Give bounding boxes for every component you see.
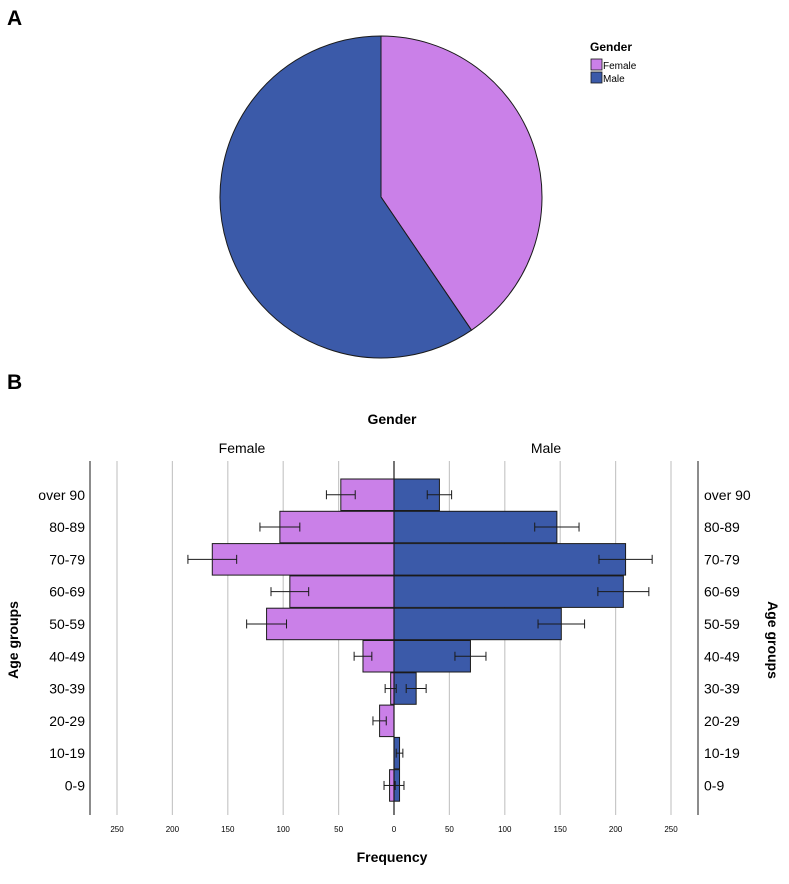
category-label-left: 20-29	[49, 713, 85, 729]
tick-label: 200	[166, 825, 180, 834]
category-label-left: 30-39	[49, 681, 85, 697]
category-label-left: 80-89	[49, 519, 85, 535]
panel-letter-a: A	[7, 7, 22, 30]
pie-slice-male	[219, 35, 473, 359]
category-label-right: 20-29	[704, 713, 740, 729]
bar-female	[266, 607, 395, 641]
bar-female	[211, 543, 395, 576]
legend-label-male: Male	[603, 74, 625, 85]
category-label-right: 80-89	[704, 519, 740, 535]
y-axis-title-right: Age groups	[765, 601, 781, 679]
category-label-right: over 90	[704, 487, 751, 503]
category-label-left: 70-79	[49, 551, 85, 567]
category-label-right: 50-59	[704, 616, 740, 632]
category-label-left: 10-19	[49, 745, 85, 761]
x-axis-title: Frequency	[357, 849, 428, 865]
tick-label: 100	[277, 825, 291, 834]
category-label-left: over 90	[38, 487, 85, 503]
legend-title: Gender	[590, 40, 632, 54]
pyramid-error-bars	[187, 490, 653, 790]
pyramid-tick-labels: 250 200 150 100 50 0 50 100 150 200 250	[110, 825, 678, 834]
tick-label: 50	[445, 825, 454, 834]
category-label-right: 60-69	[704, 584, 740, 600]
pyramid-category-labels-left: over 90 80-89 70-79 60-69 50-59 40-49 30-39 20-…	[38, 487, 85, 794]
legend-swatch-male	[590, 71, 603, 84]
category-label-left: 40-49	[49, 648, 85, 664]
tick-label: 200	[609, 825, 623, 834]
tick-label: 50	[334, 825, 343, 834]
pie-chart	[219, 35, 543, 359]
category-label-right: 0-9	[704, 777, 724, 793]
tick-label: 0	[392, 825, 397, 834]
pyramid-frame	[89, 461, 699, 815]
tick-label: 150	[221, 825, 235, 834]
category-label-left: 0-9	[65, 777, 85, 793]
pyramid-male-header: Male	[531, 440, 562, 456]
panel-letter-b: B	[7, 371, 22, 394]
category-label-right: 10-19	[704, 745, 740, 761]
category-label-left: 50-59	[49, 616, 85, 632]
bar-male	[393, 510, 558, 544]
bar-male	[393, 607, 562, 641]
tick-label: 150	[554, 825, 568, 834]
pyramid-female-header: Female	[219, 440, 266, 456]
bar-male	[393, 543, 627, 576]
pyramid-category-labels-right: over 90 80-89 70-79 60-69 50-59 40-49 30-39 20-…	[704, 487, 751, 794]
y-axis-title-left: Age groups	[5, 601, 21, 679]
legend-label-female: Female	[603, 61, 637, 72]
category-label-right: 70-79	[704, 551, 740, 567]
bar-male	[393, 575, 624, 608]
legend-swatch-female	[590, 58, 603, 71]
tick-label: 250	[664, 825, 678, 834]
pie-slice-female	[380, 35, 543, 331]
category-label-right: 40-49	[704, 648, 740, 664]
pyramid-title: Gender	[367, 411, 417, 427]
pie-legend: Gender Female Male	[590, 40, 637, 85]
category-label-left: 60-69	[49, 584, 85, 600]
category-label-right: 30-39	[704, 681, 740, 697]
tick-label: 100	[498, 825, 512, 834]
tick-label: 250	[110, 825, 124, 834]
